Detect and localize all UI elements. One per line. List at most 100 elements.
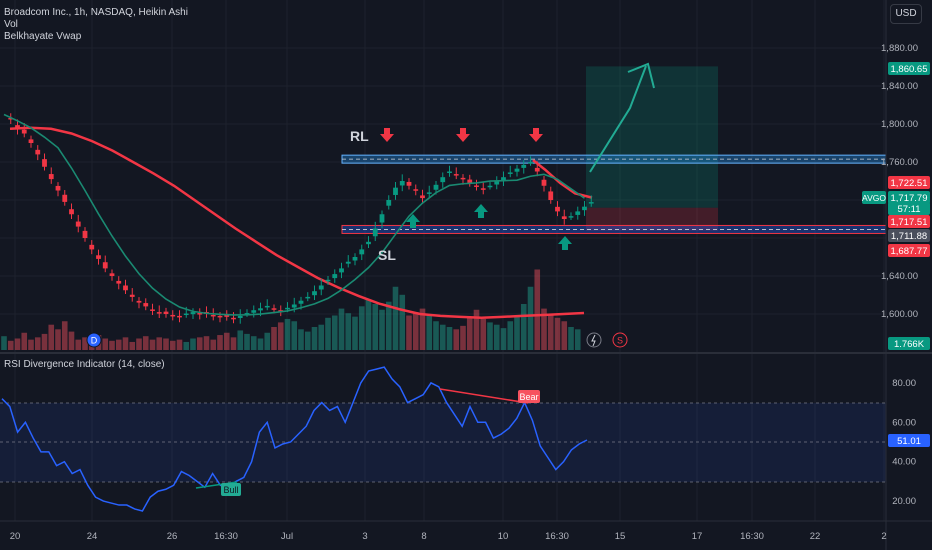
- stop-zone[interactable]: [586, 207, 718, 231]
- volume-bar: [379, 309, 385, 350]
- candle-body: [501, 177, 506, 181]
- candle-body: [170, 314, 176, 317]
- candle-body: [48, 174, 54, 180]
- candle-body: [568, 216, 574, 218]
- price-tag-text: 1,722.51: [891, 178, 928, 189]
- candle-body: [534, 167, 540, 172]
- volume-bar: [68, 331, 75, 350]
- candle-body: [379, 214, 385, 223]
- volume-bar: [61, 321, 68, 350]
- rl-label: RL: [350, 128, 369, 144]
- candle-body: [339, 268, 344, 273]
- candle-body: [393, 187, 398, 195]
- price-tick: 1,760.00: [881, 157, 918, 168]
- volume-bar: [331, 315, 338, 350]
- time-tick: 16:30: [740, 531, 764, 542]
- candle-body: [183, 313, 189, 316]
- volume-bar: [284, 318, 291, 350]
- candle-body: [55, 185, 61, 191]
- candle-body: [89, 244, 95, 250]
- volume-bar: [554, 317, 561, 350]
- candle-body: [244, 313, 250, 315]
- flash-marker[interactable]: [586, 332, 602, 348]
- projection-arrow[interactable]: [589, 62, 655, 173]
- volume-bar: [34, 337, 41, 350]
- candle-body: [426, 192, 432, 194]
- candle-body: [582, 206, 587, 211]
- long-position-tool[interactable]: [586, 66, 718, 231]
- rsi-current-text: 51.01: [897, 436, 921, 447]
- rsi-title[interactable]: RSI Divergence Indicator (14, close): [4, 359, 165, 370]
- indicator-vwap[interactable]: Belkhayate Vwap: [4, 31, 82, 42]
- rsi-current-tag: 51.01: [888, 434, 930, 447]
- volume-bar: [28, 339, 34, 350]
- candle-body: [75, 221, 81, 227]
- time-tick: 16:30: [545, 531, 569, 542]
- volume-bar: [473, 309, 480, 350]
- volume-bar: [1, 336, 7, 350]
- rsi-axis[interactable]: 80.00 60.00 40.00 20.00: [892, 378, 916, 507]
- volume-bar: [14, 338, 21, 350]
- time-tick: 24: [87, 531, 98, 542]
- volume-bar: [264, 332, 271, 350]
- target-zone[interactable]: [586, 66, 718, 208]
- volume-bar: [466, 316, 473, 350]
- volume-bar: [7, 340, 14, 350]
- candle-body: [474, 185, 479, 187]
- volume-bar: [277, 322, 284, 350]
- candle-body: [150, 309, 155, 311]
- rsi-tick: 20.00: [892, 496, 916, 507]
- candle-body: [237, 315, 243, 318]
- volume-bar: [541, 308, 547, 350]
- dividend-marker[interactable]: D: [86, 332, 102, 348]
- volume-bar: [75, 339, 82, 350]
- candle-body: [96, 255, 101, 259]
- candle-body: [345, 261, 351, 264]
- rsi-legend[interactable]: RSI Divergence Indicator (14, close): [4, 359, 165, 371]
- chart-legend[interactable]: Broadcom Inc., 1h, NASDAQ, Heikin Ashi V…: [4, 7, 188, 43]
- candle-body: [217, 315, 223, 318]
- volume-bar: [372, 304, 379, 350]
- candle-body: [359, 249, 365, 255]
- time-tick: 2: [881, 531, 886, 542]
- candle-body: [528, 162, 533, 164]
- volume-bar: [55, 329, 61, 350]
- candle-body: [575, 211, 581, 215]
- bull-label: Bull: [221, 483, 241, 496]
- price-tag-text: 1,860.65: [891, 64, 928, 75]
- candle-body: [224, 314, 230, 317]
- volume-bar: [534, 269, 541, 350]
- price-axis[interactable]: 1,880.00 1,840.00 1,800.00 1,760.00 1,640.00…: [881, 43, 918, 320]
- volume-bar: [392, 286, 399, 350]
- volume-bar: [183, 341, 190, 350]
- candle-body: [413, 189, 419, 191]
- split-marker[interactable]: S: [612, 332, 628, 348]
- price-tick: 1,840.00: [881, 81, 918, 92]
- time-axis[interactable]: 20 24 26 16:30 Jul 3 8 10 16:30 15 17 16:30 22 2: [10, 531, 887, 542]
- candle-body: [386, 200, 392, 206]
- sell-arrow: [529, 128, 543, 142]
- candle-body: [8, 118, 14, 120]
- time-tick: Jul: [281, 531, 293, 542]
- candle-body: [507, 172, 513, 174]
- volume-bar: [298, 329, 304, 350]
- volume-bar: [257, 338, 264, 350]
- indicator-vol[interactable]: Vol: [4, 19, 18, 30]
- volume-bar: [21, 332, 28, 350]
- volume-bar: [271, 327, 277, 350]
- candle-body: [305, 296, 311, 299]
- volume-bar: [547, 315, 554, 350]
- candle-body: [123, 285, 128, 291]
- volume-bar: [169, 340, 176, 350]
- buy-arrow: [406, 214, 420, 228]
- volume-bar: [365, 299, 372, 350]
- trend-line: [3, 113, 585, 316]
- volume-bar: [304, 331, 311, 350]
- symbol-title[interactable]: Broadcom Inc., 1h, NASDAQ, Heikin Ashi: [4, 7, 188, 18]
- candle-body: [325, 279, 331, 282]
- candle-body: [156, 312, 162, 314]
- candle-body: [555, 206, 560, 212]
- currency-button[interactable]: USD: [890, 4, 922, 24]
- price-tag-text: 1,711.88: [891, 231, 927, 242]
